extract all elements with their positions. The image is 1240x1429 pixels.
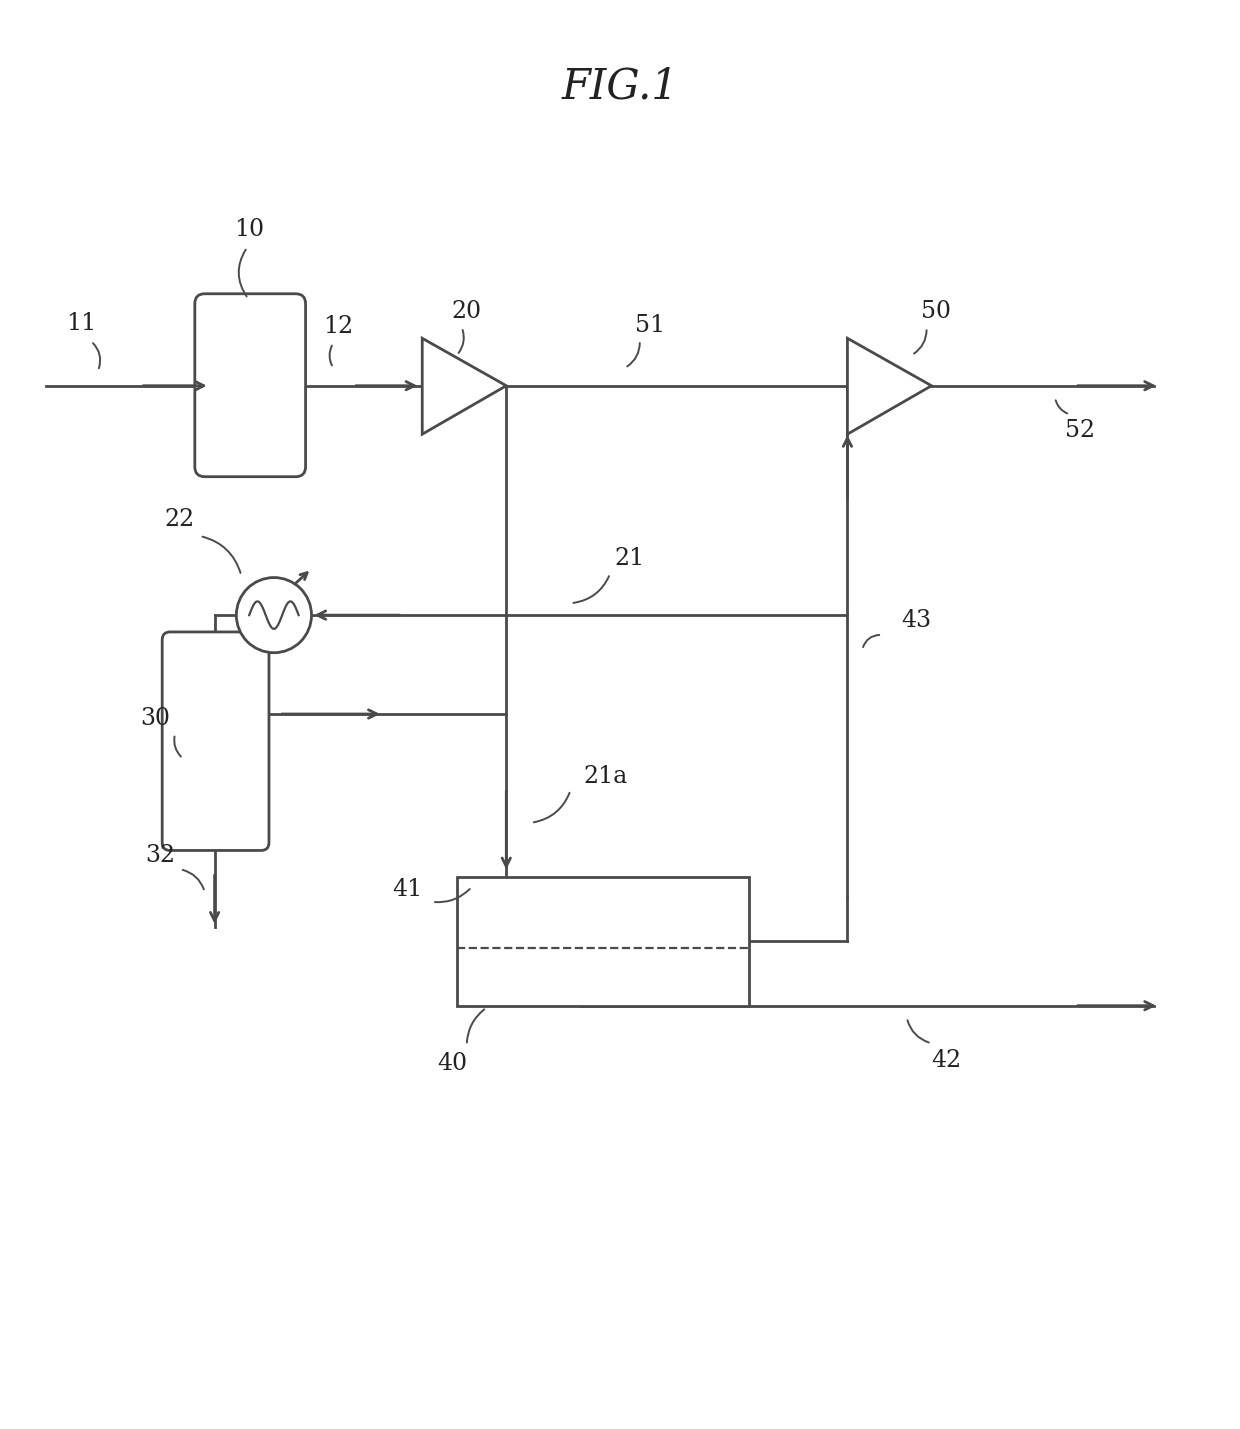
Text: 21: 21: [615, 547, 645, 570]
Bar: [456, 877, 749, 1006]
FancyBboxPatch shape: [195, 294, 305, 477]
Text: 52: 52: [1065, 419, 1095, 442]
Text: 50: 50: [921, 300, 951, 323]
Text: 11: 11: [66, 312, 97, 334]
Text: 12: 12: [324, 314, 353, 337]
Text: 30: 30: [140, 707, 170, 730]
Polygon shape: [423, 339, 506, 434]
Text: 42: 42: [931, 1049, 961, 1072]
Polygon shape: [847, 339, 931, 434]
FancyBboxPatch shape: [162, 632, 269, 850]
Text: 20: 20: [451, 300, 482, 323]
Text: 10: 10: [234, 219, 264, 242]
Text: 40: 40: [436, 1052, 467, 1075]
Text: FIG.1: FIG.1: [562, 66, 678, 107]
Text: 32: 32: [145, 845, 175, 867]
Text: 22: 22: [165, 507, 195, 530]
Text: 21a: 21a: [583, 765, 627, 787]
Text: 43: 43: [901, 609, 931, 632]
Text: 51: 51: [635, 314, 665, 337]
Circle shape: [237, 577, 311, 653]
Text: 41: 41: [392, 877, 423, 900]
